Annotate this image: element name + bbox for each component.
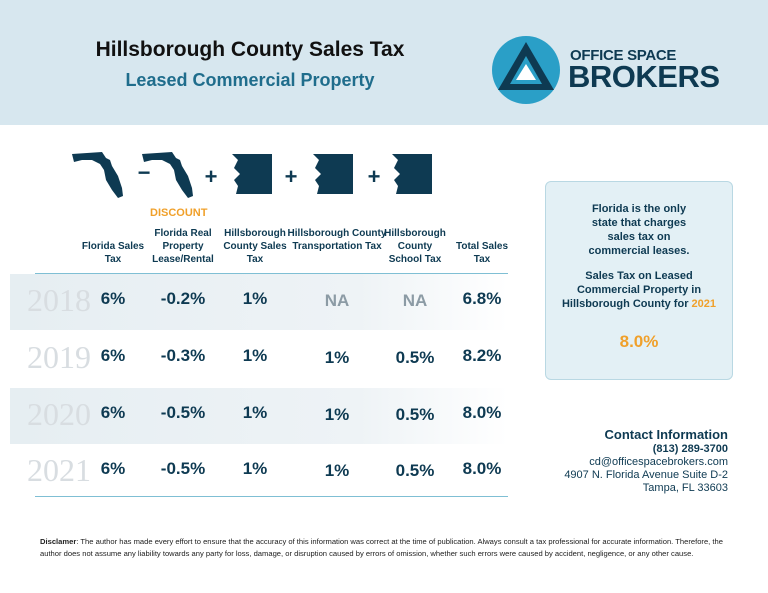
row-band [10, 274, 508, 330]
subtitle: Leased Commercial Property [125, 70, 375, 90]
cell: 8.2% [462, 346, 502, 365]
note: Florida is the only state that charges s… [588, 203, 690, 257]
column-header: Total Sales Tax [455, 241, 509, 265]
cell: 6% [100, 459, 126, 478]
discount-label: DISCOUNT [150, 207, 208, 219]
cell: -0.5% [160, 403, 206, 422]
year: 2021 [27, 452, 91, 488]
operator: + [284, 164, 298, 189]
logo-icon [492, 36, 560, 104]
cell: 6.8% [462, 289, 502, 308]
year: 2020 [27, 396, 91, 432]
table-rule [35, 273, 508, 274]
cell: 1% [242, 403, 268, 422]
column-header: Hillsborough County Transportation Tax [287, 228, 387, 252]
contact-title: Contact Information [604, 427, 729, 442]
header-band [0, 0, 768, 125]
column-header: Florida Real Property Lease/Rental [152, 228, 214, 265]
operator: − [137, 160, 151, 185]
info-box: Florida is the only state that charges s… [545, 181, 733, 380]
address: Tampa, FL 33603 [642, 482, 728, 494]
year: 2019 [27, 339, 91, 375]
operator: + [367, 164, 381, 189]
disclaimer-label: Disclamer [40, 537, 77, 546]
cell: 1% [242, 459, 268, 478]
cell: 1% [324, 405, 350, 424]
cell: 8.0% [462, 403, 502, 422]
cell: 8.0% [462, 459, 502, 478]
cell: 1% [324, 348, 350, 367]
cell: 6% [100, 289, 126, 308]
cell: 0.5% [395, 405, 435, 424]
column-header: Florida Sales Tax [81, 241, 145, 265]
operator: + [204, 164, 218, 189]
logo-text: OFFICE SPACE [570, 47, 677, 64]
rate-text: Sales Tax on Leased Commercial Property … [561, 270, 702, 310]
phone: (813) 289-3700 [652, 443, 728, 455]
cell: 1% [242, 289, 268, 308]
cell: 0.5% [395, 348, 435, 367]
cell: 1% [324, 461, 350, 480]
cell: -0.2% [160, 289, 206, 308]
title: Hillsborough County Sales Tax [95, 38, 405, 61]
column-header: Hillsborough County School Tax [384, 228, 446, 265]
cell: -0.5% [160, 459, 206, 478]
logo-text: BROKERS [568, 59, 720, 94]
row-band [10, 388, 508, 444]
cell: NA [402, 291, 428, 310]
cell: -0.3% [160, 346, 206, 365]
icons [72, 152, 432, 198]
email: cd@officespacebrokers.com [589, 456, 728, 468]
rate-year: 2021 [691, 298, 717, 310]
cell: 0.5% [395, 461, 435, 480]
rate-label: Sales Tax on Leased Commercial Property … [560, 269, 718, 311]
disclaimer-text: : The author has made every effort to en… [40, 537, 723, 558]
rate: 8.0% [619, 332, 659, 351]
cell: 6% [100, 346, 126, 365]
year: 2018 [27, 282, 91, 318]
column-header: Hillsborough County Sales Tax [223, 228, 287, 265]
address: 4907 N. Florida Avenue Suite D-2 [564, 469, 728, 481]
cell: NA [324, 291, 350, 310]
disclaimer: Disclamer: The author has made every eff… [40, 536, 730, 560]
contact: Contact Information (813) 289-3700 cd@of… [564, 427, 728, 495]
cell: 1% [242, 346, 268, 365]
table-rule [35, 496, 508, 497]
cell: 6% [100, 403, 126, 422]
